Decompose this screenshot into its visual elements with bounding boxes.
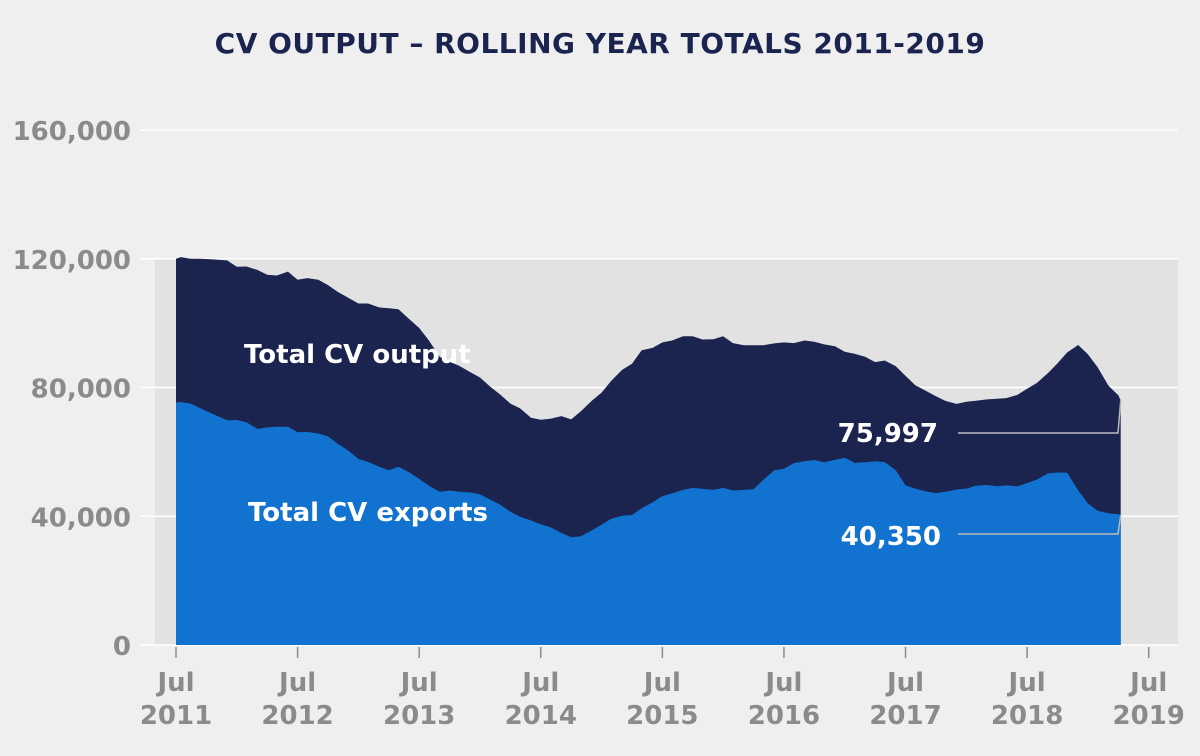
x-tick-label-year: 2012: [261, 701, 333, 731]
x-tick-label-year: 2016: [748, 701, 820, 731]
x-tick-label-month: Jul: [399, 668, 438, 698]
series-area-total-cv-exports: [176, 402, 1121, 645]
series-label-total-cv-output: Total CV output: [244, 340, 471, 370]
x-tick-label-year: 2019: [1113, 701, 1185, 731]
x-tick-label-year: 2014: [505, 701, 577, 731]
y-tick-label: 120,000: [13, 246, 131, 276]
x-tick-label-month: Jul: [155, 668, 194, 698]
x-tick-label-year: 2017: [869, 701, 941, 731]
x-tick-label-month: Jul: [1128, 668, 1167, 698]
y-tick-label: 80,000: [31, 375, 131, 405]
x-tick-label-month: Jul: [520, 668, 559, 698]
leader-line: [958, 515, 1122, 535]
y-tick-label: 40,000: [31, 503, 131, 533]
x-tick-label-year: 2015: [626, 701, 698, 731]
y-tick-label: 0: [113, 632, 131, 662]
x-tick-label-year: 2018: [991, 701, 1063, 731]
x-tick-label-month: Jul: [763, 668, 802, 698]
x-tick-label-year: 2011: [140, 701, 212, 731]
x-tick-label-month: Jul: [277, 668, 316, 698]
end-value-label-output: 75,997: [838, 419, 938, 449]
x-tick-label-month: Jul: [642, 668, 681, 698]
y-tick-label: 160,000: [13, 117, 131, 147]
x-tick-label-year: 2013: [383, 701, 455, 731]
series-label-total-cv-exports: Total CV exports: [248, 498, 488, 528]
end-value-label-exports: 40,350: [841, 522, 941, 552]
x-tick-label-month: Jul: [885, 668, 924, 698]
leader-line: [958, 400, 1122, 434]
chart-title: CV OUTPUT – ROLLING YEAR TOTALS 2011-201…: [214, 27, 986, 60]
x-tick-label-month: Jul: [1007, 668, 1046, 698]
